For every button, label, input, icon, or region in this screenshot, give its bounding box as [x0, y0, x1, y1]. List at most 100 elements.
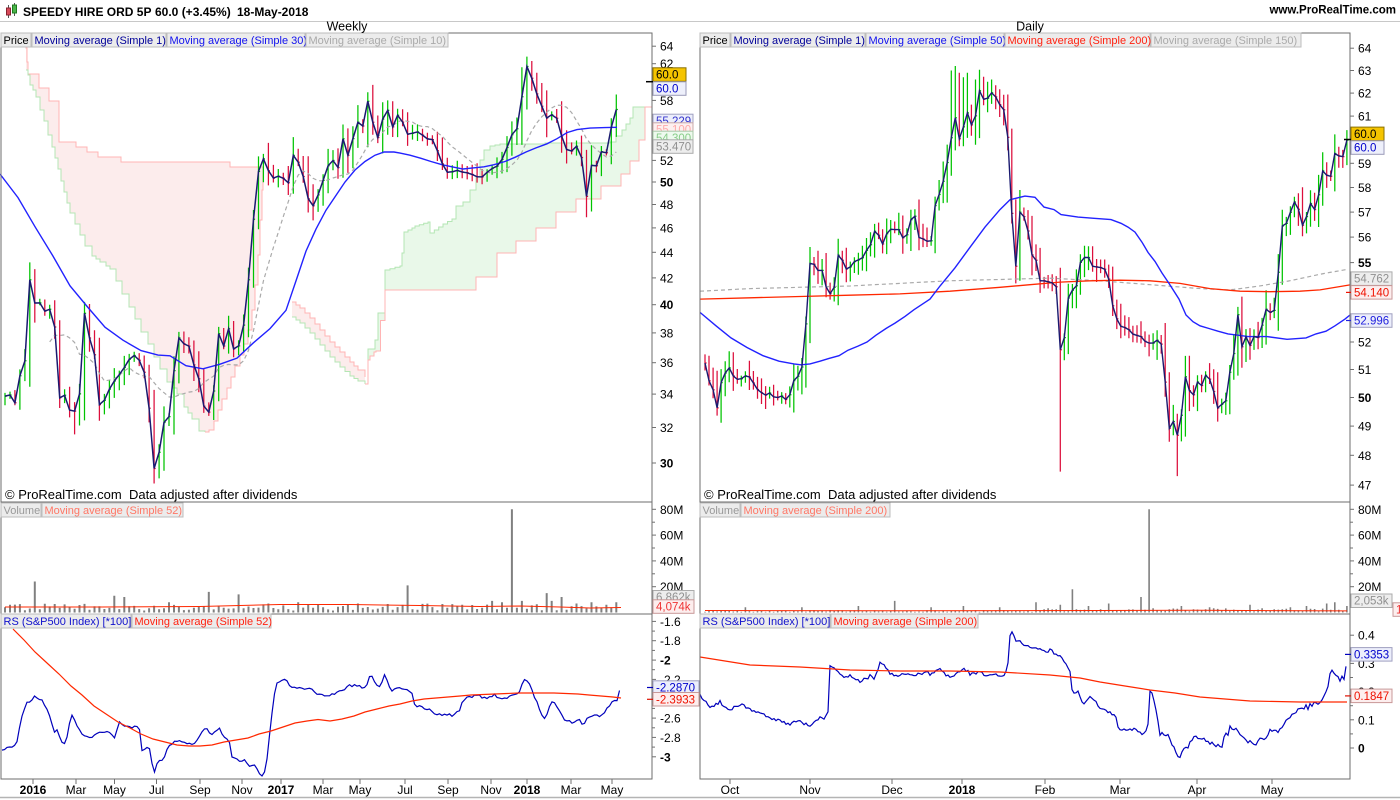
svg-text:53.470: 53.470	[656, 142, 691, 154]
svg-text:© ProRealTime.com Data adjust: © ProRealTime.com Data adjusted after di…	[5, 487, 298, 502]
svg-text:34: 34	[660, 388, 674, 402]
svg-text:Weekly: Weekly	[327, 20, 369, 34]
svg-text:Mar: Mar	[66, 783, 87, 797]
svg-text:60.0: 60.0	[1354, 143, 1376, 155]
svg-text:Volume: Volume	[703, 505, 740, 517]
svg-text:50: 50	[660, 176, 674, 190]
svg-text:20M: 20M	[1358, 580, 1381, 594]
svg-text:30: 30	[660, 457, 674, 471]
svg-text:38: 38	[660, 326, 674, 340]
svg-text:Mar: Mar	[561, 783, 582, 797]
svg-text:56: 56	[1358, 231, 1372, 245]
svg-text:Price: Price	[4, 35, 29, 47]
svg-text:58: 58	[660, 94, 674, 108]
svg-text:www.ProRealTime.com: www.ProRealTime.com	[1268, 5, 1396, 17]
svg-text:Oct: Oct	[721, 783, 740, 797]
svg-text:Daily: Daily	[1016, 20, 1045, 34]
svg-text:-1.8: -1.8	[660, 634, 681, 648]
svg-text:2016: 2016	[20, 783, 47, 797]
svg-text:Moving average (Simple 1): Moving average (Simple 1)	[35, 35, 166, 47]
svg-text:May: May	[601, 783, 624, 797]
svg-text:64: 64	[660, 40, 674, 54]
svg-text:18-May-2018: 18-May-2018	[237, 5, 309, 19]
svg-text:Moving average (Simple 30): Moving average (Simple 30)	[170, 35, 308, 47]
svg-text:2017: 2017	[268, 783, 295, 797]
svg-text:-2: -2	[660, 654, 671, 668]
svg-text:© ProRealTime.com Data adjust: © ProRealTime.com Data adjusted after di…	[704, 487, 997, 502]
svg-text:Jul: Jul	[149, 783, 164, 797]
svg-text:Moving average (Simple 200): Moving average (Simple 200)	[744, 505, 888, 517]
svg-text:47: 47	[1358, 479, 1372, 493]
svg-text:Price: Price	[703, 35, 728, 47]
svg-text:Moving average (Simple 200): Moving average (Simple 200)	[1008, 35, 1152, 47]
svg-text:2018: 2018	[514, 783, 541, 797]
svg-text:52: 52	[660, 154, 674, 168]
svg-text:63: 63	[1358, 64, 1372, 78]
svg-text:59: 59	[1358, 157, 1372, 171]
svg-text:80M: 80M	[1358, 503, 1381, 517]
svg-text:-1.6: -1.6	[660, 615, 681, 629]
svg-text:May: May	[103, 783, 126, 797]
svg-text:49: 49	[1358, 420, 1372, 434]
svg-text:Moving average (Simple 1): Moving average (Simple 1)	[734, 35, 865, 47]
svg-text:Volume: Volume	[4, 505, 41, 517]
svg-text:2,053k: 2,053k	[1354, 596, 1389, 608]
svg-text:48: 48	[660, 198, 674, 212]
svg-text:0.1847: 0.1847	[1354, 691, 1389, 703]
svg-text:Moving average (Simple 50): Moving average (Simple 50)	[869, 35, 1007, 47]
svg-text:60.0: 60.0	[656, 70, 678, 82]
svg-text:Moving average (Simple 200): Moving average (Simple 200)	[834, 616, 978, 628]
svg-text:52: 52	[1358, 336, 1372, 350]
svg-text:-2.3933: -2.3933	[656, 694, 695, 706]
svg-text:44: 44	[660, 246, 674, 260]
svg-text:Mar: Mar	[313, 783, 334, 797]
svg-text:50: 50	[1358, 391, 1372, 405]
svg-text:2018: 2018	[949, 783, 976, 797]
svg-text:42: 42	[660, 271, 674, 285]
svg-text:40M: 40M	[1358, 554, 1381, 568]
svg-text:57: 57	[1358, 206, 1372, 220]
svg-text:0.4: 0.4	[1358, 629, 1375, 643]
svg-text:54.140: 54.140	[1354, 287, 1389, 299]
svg-text:0.1: 0.1	[1358, 713, 1375, 727]
svg-text:Nov: Nov	[480, 783, 501, 797]
svg-text:Moving average (Simple 150): Moving average (Simple 150)	[1154, 35, 1298, 47]
svg-text:1,25: 1,25	[1396, 605, 1400, 617]
svg-text:60M: 60M	[1358, 529, 1381, 543]
svg-text:32: 32	[660, 421, 674, 435]
svg-text:-2.6: -2.6	[660, 712, 681, 726]
svg-text:Nov: Nov	[231, 783, 252, 797]
svg-text:55: 55	[1358, 256, 1372, 270]
svg-text:Feb: Feb	[1035, 783, 1056, 797]
svg-text:0.3353: 0.3353	[1354, 649, 1389, 661]
svg-text:46: 46	[660, 221, 674, 235]
svg-text:61: 61	[1358, 110, 1372, 124]
svg-text:60M: 60M	[660, 529, 683, 543]
svg-text:40M: 40M	[660, 554, 683, 568]
svg-text:4,074k: 4,074k	[656, 602, 691, 614]
svg-text:May: May	[349, 783, 372, 797]
svg-text:40: 40	[660, 298, 674, 312]
svg-text:80M: 80M	[660, 503, 683, 517]
svg-text:May: May	[1261, 783, 1284, 797]
svg-text:0: 0	[1358, 742, 1365, 756]
svg-text:Nov: Nov	[799, 783, 820, 797]
svg-text:58: 58	[1358, 181, 1372, 195]
svg-text:Jul: Jul	[397, 783, 412, 797]
svg-text:Sep: Sep	[189, 783, 211, 797]
svg-text:60.0 (+3.45%): 60.0 (+3.45%)	[155, 5, 231, 19]
svg-text:Moving average (Simple 10): Moving average (Simple 10)	[309, 35, 447, 47]
svg-text:-3: -3	[660, 750, 671, 764]
svg-text:-2.2870: -2.2870	[656, 683, 695, 695]
svg-text:52.996: 52.996	[1354, 316, 1389, 328]
svg-text:Apr: Apr	[1188, 783, 1207, 797]
svg-text:54.762: 54.762	[1354, 274, 1389, 286]
svg-text:51: 51	[1358, 363, 1372, 377]
svg-text:-2.8: -2.8	[660, 731, 681, 745]
svg-text:36: 36	[660, 356, 674, 370]
svg-text:48: 48	[1358, 449, 1372, 463]
svg-text:RS (S&P500 Index) [*100]: RS (S&P500 Index) [*100]	[4, 616, 132, 628]
svg-text:SPEEDY HIRE ORD 5P: SPEEDY HIRE ORD 5P	[23, 5, 151, 19]
svg-text:Moving average (Simple 52): Moving average (Simple 52)	[45, 505, 183, 517]
svg-text:RS (S&P500 Index) [*100]: RS (S&P500 Index) [*100]	[703, 616, 831, 628]
